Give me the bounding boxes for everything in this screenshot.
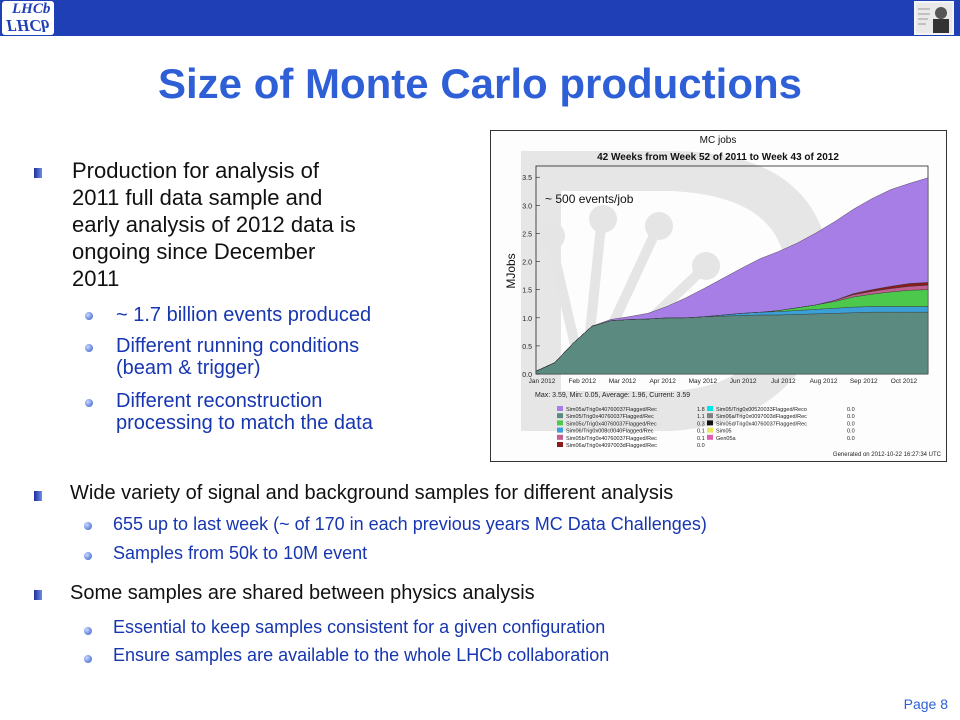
sub-bullet-icon [84, 627, 92, 635]
legend-value: 1.1 [697, 414, 705, 420]
x-tick-label: Sep 2012 [850, 378, 878, 385]
lhcb-logo: LHCb ΓHCb [2, 1, 54, 35]
header-bar: LHCb ΓHCb [0, 0, 960, 36]
legend-value: 0.1 [697, 429, 705, 435]
bullet-icon [34, 168, 42, 178]
bullet-shared: Some samples are shared between physics … [70, 582, 535, 604]
legend-value: 1.8 [697, 407, 705, 413]
legend-label: Sim05c/Trig0x40760037Flagged/Rec [566, 421, 657, 427]
logo-text-bottom: ΓHCb [6, 16, 50, 35]
legend-value: 0.0 [847, 436, 855, 442]
y-tick-label: 2.5 [522, 231, 532, 238]
legend-value: 0.0 [847, 429, 855, 435]
bullet-line: 2011 full data sample and [72, 185, 323, 210]
sub-bullet-icon [85, 344, 93, 352]
legend-label: Sim05d/Trig0x40760037Flagged/Rec [716, 421, 807, 427]
legend-swatch [557, 442, 563, 447]
legend-value: 0.0 [847, 414, 855, 420]
y-tick-label: 2.0 [522, 260, 532, 267]
sub-bullet-line: Different reconstruction [116, 390, 323, 412]
legend-swatch [707, 413, 713, 419]
legend-swatch [707, 406, 713, 411]
sub-bullet-icon [85, 399, 93, 407]
legend-label: Sim05 [716, 429, 732, 435]
x-tick-label: Jan 2012 [529, 378, 556, 385]
sub-bullet-reconstruction: Different reconstruction processing to m… [116, 390, 476, 434]
legend-label: Sim06a/Trig0x0097003dFlagged/Rec [716, 414, 807, 420]
y-axis-label: MJobs [504, 253, 518, 288]
portrait-icon [916, 3, 952, 33]
sub-bullet-icon [85, 312, 93, 320]
x-tick-label: Mar 2012 [609, 378, 637, 385]
legend-label: Sim06a/Trig0x4097003dFlagged/Rec [566, 443, 657, 449]
legend-label: Sim05a/Trig0x40760037Flagged/Rec [566, 407, 657, 413]
y-tick-label: 3.0 [522, 203, 532, 210]
x-tick-label: Oct 2012 [891, 378, 918, 385]
sub-bullet-icon [84, 655, 92, 663]
chart-annotation: ~ 500 events/job [545, 192, 634, 206]
sub-bullet-line: (beam & trigger) [116, 357, 261, 379]
legend-value: 0.0 [847, 421, 855, 427]
y-tick-label: 1.5 [522, 288, 532, 295]
legend-swatch [557, 434, 563, 440]
bullet-icon [34, 590, 42, 600]
chart-stats: Max: 3.59, Min: 0.05, Average: 1.96, Cur… [535, 392, 690, 399]
x-tick-label: Feb 2012 [568, 378, 596, 385]
legend-swatch [557, 427, 563, 433]
right-logo [914, 1, 954, 35]
bullet-line: 2011 [72, 266, 120, 291]
sub-bullet-icon [84, 552, 92, 560]
legend-swatch [707, 420, 713, 426]
x-tick-label: Apr 2012 [649, 378, 676, 385]
x-tick-label: Aug 2012 [810, 378, 838, 385]
y-tick-label: 0.0 [522, 372, 532, 379]
legend-swatch [707, 434, 713, 440]
legend-swatch [557, 413, 563, 419]
sub-bullet-icon [84, 522, 92, 530]
legend-swatch [557, 406, 563, 411]
x-tick-label: May 2012 [689, 378, 718, 385]
legend-swatch [557, 420, 563, 426]
sub-bullet-available: Ensure samples are available to the whol… [113, 645, 610, 665]
legend-value: 0.0 [697, 443, 705, 449]
x-tick-label: Jul 2012 [771, 378, 796, 385]
chart-svg: MC jobs 42 Weeks from Week 52 of 2011 to… [504, 135, 942, 458]
sub-bullet-events: ~ 1.7 billion events produced [116, 304, 476, 326]
area-series [535, 177, 929, 372]
bullet-production: Production for analysis of 2011 full dat… [72, 157, 472, 292]
sub-bullet-consistent: Essential to keep samples consistent for… [113, 617, 606, 637]
sub-bullet-samples: Samples from 50k to 10M event [113, 543, 368, 563]
chart-title: MC jobs [700, 135, 737, 146]
legend-label: Sim05/Trig0x00520033Flagged/Reco [716, 407, 807, 413]
legend-label: Gen05a [716, 436, 737, 442]
chart-generated: Generated on 2012-10-22 16:27:34 UTC [833, 452, 942, 458]
bullet-line: Production for analysis of [72, 158, 320, 183]
legend-label: Sim06/Trig0x008c0040Flagged/Rec [566, 429, 654, 435]
legend-label: Sim05/Trig0x40760037Flagged/Rec [566, 414, 654, 420]
sub-bullet-655: 655 up to last week (~ of 170 in each pr… [113, 514, 707, 534]
sub-bullet-conditions: Different running conditions (beam & tri… [116, 335, 476, 379]
bullet-variety: Wide variety of signal and background sa… [70, 482, 674, 504]
y-tick-label: 3.5 [522, 175, 532, 182]
legend-value: 0.1 [697, 436, 705, 442]
legend-value: 0.3 [697, 421, 705, 427]
y-tick-label: 0.5 [522, 344, 532, 351]
y-tick-label: 1.0 [522, 316, 532, 323]
legend-swatch [707, 427, 713, 433]
legend-label: Sim05b/Trig0x40760037Flagged/Rec [566, 436, 657, 442]
slide-title: Size of Monte Carlo productions [157, 60, 802, 107]
sub-bullet-line: ~ 1.7 billion events produced [116, 304, 372, 326]
logo-text-top: LHCb [12, 1, 51, 17]
legend-value: 0.0 [847, 407, 855, 413]
bullet-line: early analysis of 2012 data is [72, 212, 356, 237]
chart-subtitle: 42 Weeks from Week 52 of 2011 to Week 43… [597, 152, 839, 163]
sub-bullet-line: Different running conditions [116, 335, 360, 357]
page-number: Page 8 [903, 696, 948, 712]
x-tick-label: Jun 2012 [730, 378, 757, 385]
sub-bullet-line: processing to match the data [116, 412, 373, 434]
mc-jobs-chart: MC jobs 42 Weeks from Week 52 of 2011 to… [490, 130, 947, 462]
bullet-icon [34, 491, 42, 501]
bullet-line: ongoing since December [72, 239, 316, 264]
